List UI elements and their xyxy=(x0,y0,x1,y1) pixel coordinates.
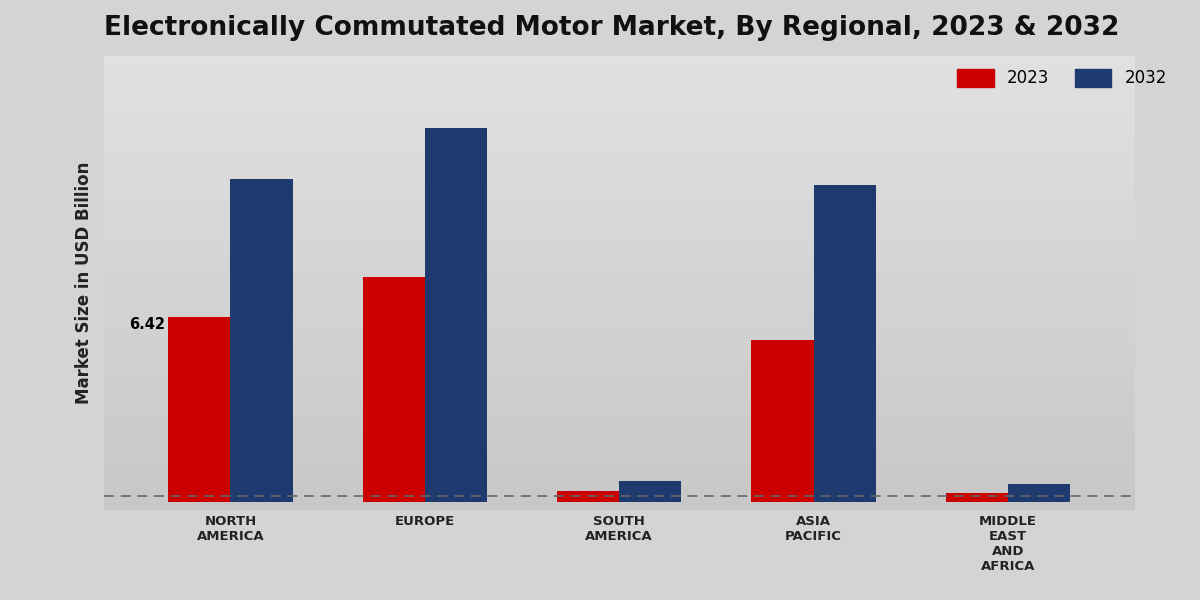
Bar xyxy=(751,340,814,502)
Text: Electronically Commutated Motor Market, By Regional, 2023 & 2032: Electronically Commutated Motor Market, … xyxy=(104,15,1120,41)
Bar xyxy=(946,493,1008,502)
Bar xyxy=(619,481,682,502)
Text: 6.42: 6.42 xyxy=(130,317,166,332)
Legend: 2023, 2032: 2023, 2032 xyxy=(958,69,1166,88)
Bar xyxy=(425,128,487,502)
Bar xyxy=(168,317,230,502)
Y-axis label: Market Size in USD Billion: Market Size in USD Billion xyxy=(74,162,94,404)
Bar xyxy=(1008,484,1070,502)
Bar xyxy=(362,277,425,502)
Bar xyxy=(230,179,293,502)
Bar xyxy=(557,491,619,502)
Bar xyxy=(814,185,876,502)
